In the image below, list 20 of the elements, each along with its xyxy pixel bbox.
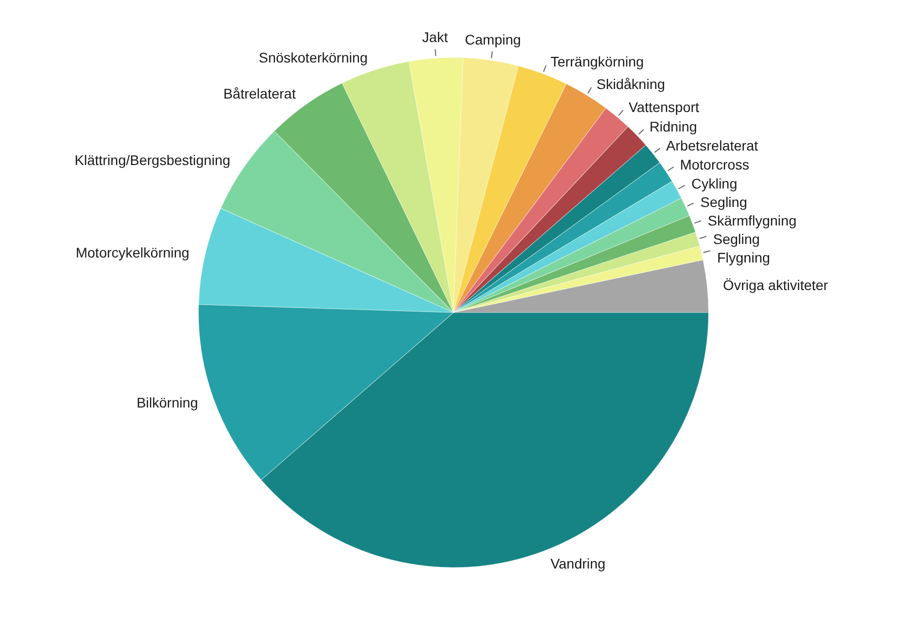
slice-label: Flygning	[717, 249, 770, 266]
slice-label: Ridning	[650, 118, 698, 135]
slice-label: Klättring/Bergsbestigning	[74, 152, 230, 168]
slice-label: Vattensport	[628, 99, 700, 116]
slice-label: Övriga aktiviteter	[723, 276, 828, 293]
slice-label: Cykling	[691, 175, 738, 192]
slice-label: Skidåkning	[596, 76, 666, 92]
slice-label: Segling	[713, 230, 760, 247]
slice-label: Motorcykelkörning	[76, 244, 190, 260]
slice-label: Arbetsrelaterat	[666, 138, 758, 154]
slice-label: Båtrelaterat	[223, 86, 296, 102]
slice-label: Snöskoterkörning	[258, 50, 368, 66]
slice-label: Camping	[464, 31, 521, 48]
slice-label: Jakt	[422, 29, 448, 46]
slice-label: Skärmflygning	[708, 212, 796, 228]
slice-label: Terrängkörning	[550, 54, 644, 70]
slice-label: Bilkörning	[136, 394, 198, 410]
slice-label: Motorcross	[680, 156, 750, 173]
slice-label: Vandring	[550, 555, 606, 572]
slice-label: Segling	[700, 194, 748, 210]
